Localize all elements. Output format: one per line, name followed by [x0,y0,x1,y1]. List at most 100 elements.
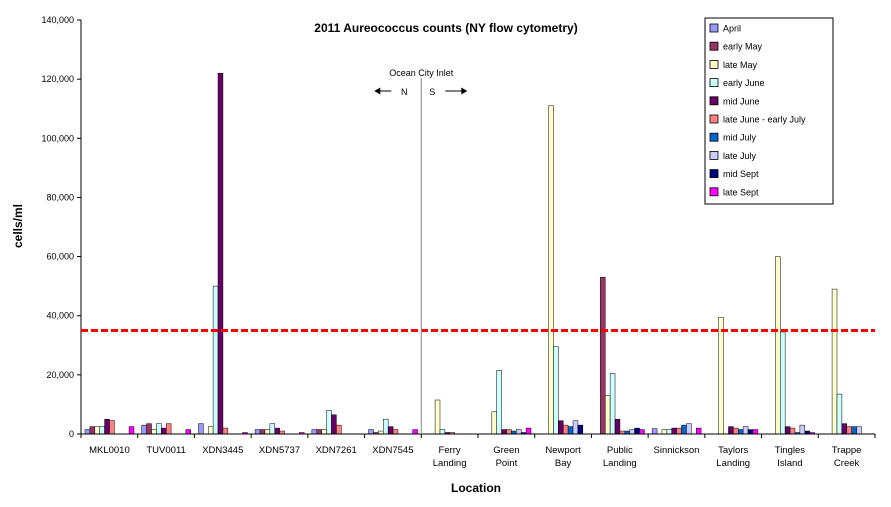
bar-late-may [94,426,100,435]
legend-entry: April [723,24,741,34]
bar-late-may [321,429,327,435]
inlet-divider: Ocean City Inlet N S [374,68,468,434]
bar-early-june [666,429,672,435]
x-category-label: Newport [545,445,581,456]
bar-late-may [264,429,271,435]
bar-late-july [856,426,862,435]
bar-mid-sept [577,424,584,435]
bar-late-may [831,288,838,435]
bar-late-may [491,411,497,435]
y-tick-label: 100,000 [41,133,74,143]
x-axis-categories: MKL0010 TUV0011 XDN3445 XDN5737 XDN7261 XDN75… [89,445,861,469]
bar-april [651,428,658,435]
bar-early-june [156,423,162,435]
legend-entry: late May [723,60,758,70]
y-axis-label: cells/ml [11,204,25,248]
x-category-label: XDN3445 [202,445,243,456]
bar-mid-june [104,418,110,435]
bar-early-june [326,410,332,435]
chart-title: 2011 Aureococcus counts (NY flow cytomet… [314,21,577,35]
x-category-label: Creek [834,458,860,469]
bar-late-july [686,423,692,435]
north-arrow-icon [374,87,381,95]
y-tick-label: 0 [69,429,74,439]
bar-mid-sept [747,429,754,435]
legend-swatch [709,78,719,87]
x-category-label: Taylors [718,445,748,456]
bar-late-june-early-july [506,429,512,435]
legend-swatch [709,60,719,69]
bar-late-june-early-july [336,424,342,435]
legend-swatch [709,169,719,179]
x-category-label: Trappe [832,445,862,456]
bar-late-june-early-july [392,429,399,435]
bar-late-june-early-july [846,426,852,435]
x-category-label: XDN5737 [259,445,300,456]
bar-early-june [383,418,389,435]
legend-swatch [709,132,719,142]
bar-late-june-early-july [562,424,569,435]
bar-early-june [836,393,843,435]
bar-mid-june [558,420,564,435]
x-category-label: Sinnickson [654,445,700,456]
x-axis-label: Location [451,481,501,495]
legend-swatch [709,114,719,124]
bar-early-may [316,429,322,435]
bar-early-may [146,423,152,435]
bar-early-june [609,373,616,435]
bar-mid-june [501,429,507,435]
bar-late-sept [128,426,135,435]
bar-mid-june [784,426,791,435]
y-tick-label: 120,000 [41,74,74,84]
north-label: N [401,87,408,97]
y-tick-label: 80,000 [46,192,74,202]
bar-mid-june [387,426,394,435]
y-axis-ticks: 0 20,000 40,000 60,000 80,000 100,000 120,000 1… [41,15,81,439]
legend-box [704,17,834,205]
bar-late-may [604,395,611,435]
bar-mid-june [841,423,848,435]
bar-late-june-early-july [222,427,229,435]
bar-early-may [600,277,606,435]
bar-late-june-early-july [109,420,115,435]
bar-late-july [572,420,579,435]
y-tick-label: 60,000 [46,252,74,262]
bar-april [141,424,147,435]
x-category-label: XDN7261 [316,445,357,456]
bar-april [198,423,204,435]
legend-entry: mid Sept [723,169,759,179]
bar-late-sept [525,427,532,435]
legend-entry: early May [723,42,763,52]
bar-mid-july [681,424,687,435]
bar-mid-june [728,426,734,435]
bar-late-june-early-july [733,427,739,435]
bar-mid-june [217,72,224,435]
x-category-label: MKL0010 [89,445,130,456]
bar-early-june [269,423,275,435]
x-category-label: Ferry [439,445,461,456]
bar-mid-june [331,414,337,435]
south-label: S [429,87,435,97]
legend-entry: mid July [723,133,757,143]
legend-entry: late June - early July [723,115,806,125]
bar-early-june [780,331,786,435]
legend-swatch [709,41,719,51]
bar-late-may [151,429,157,435]
x-category-label: Landing [603,458,637,469]
x-category-label: XDN7545 [372,445,413,456]
x-category-label: Bay [555,458,572,469]
bar-late-sept [752,429,759,435]
bar-early-june [99,426,105,435]
x-category-label: Public [607,445,633,456]
legend-entry: late July [723,151,757,161]
bar-mid-june [274,427,280,435]
bar-early-may [259,429,266,435]
bar-late-sept [185,429,191,435]
y-tick-label: 20,000 [46,370,74,380]
legend-entry: early June [723,78,765,88]
legend-swatch [709,96,719,106]
bar-late-may [548,105,554,435]
legend: April early May late May early June mid June… [704,17,834,205]
x-category-label: Island [777,458,802,469]
bar-late-june-early-july [789,427,796,435]
